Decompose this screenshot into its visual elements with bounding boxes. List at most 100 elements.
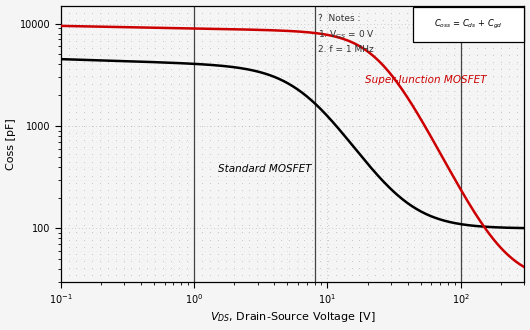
Point [520, 223, 529, 228]
Point [127, 180, 136, 185]
Point [64, 102, 73, 108]
Point [324, 145, 332, 150]
Point [151, 116, 160, 122]
Point [457, 38, 466, 44]
Point [166, 251, 175, 256]
Point [119, 17, 128, 22]
Point [64, 123, 73, 129]
Point [285, 102, 293, 108]
Point [316, 46, 324, 51]
Point [214, 67, 222, 72]
Point [80, 209, 89, 214]
Point [80, 3, 89, 8]
Point [229, 67, 238, 72]
Point [190, 258, 199, 263]
Point [158, 180, 167, 185]
Point [481, 152, 489, 157]
Point [402, 152, 411, 157]
Point [402, 187, 411, 192]
Point [111, 201, 120, 207]
Point [190, 138, 199, 143]
Point [229, 187, 238, 192]
Point [245, 116, 254, 122]
Point [119, 280, 128, 285]
Point [64, 138, 73, 143]
Point [426, 173, 435, 178]
Point [363, 60, 372, 65]
Point [166, 138, 175, 143]
Point [489, 67, 497, 72]
Point [166, 67, 175, 72]
Point [206, 109, 214, 115]
Point [489, 116, 497, 122]
Point [355, 180, 364, 185]
Point [277, 187, 285, 192]
Point [229, 145, 238, 150]
Point [308, 159, 316, 164]
Point [316, 223, 324, 228]
Point [339, 60, 348, 65]
Point [104, 46, 112, 51]
Point [386, 223, 395, 228]
Point [158, 159, 167, 164]
Point [363, 173, 372, 178]
Point [127, 46, 136, 51]
Point [285, 251, 293, 256]
Point [457, 52, 466, 58]
Point [245, 265, 254, 271]
Point [104, 209, 112, 214]
Point [253, 223, 261, 228]
Point [402, 166, 411, 171]
Point [457, 201, 466, 207]
Point [371, 209, 379, 214]
Point [371, 173, 379, 178]
Point [497, 145, 505, 150]
Point [520, 131, 529, 136]
Point [182, 230, 191, 235]
Point [57, 237, 65, 242]
Point [308, 223, 316, 228]
Point [245, 102, 254, 108]
Point [489, 223, 497, 228]
Point [198, 280, 207, 285]
Point [441, 173, 450, 178]
Point [182, 24, 191, 29]
Point [434, 180, 442, 185]
Point [277, 131, 285, 136]
Point [190, 251, 199, 256]
Point [410, 244, 419, 249]
Point [379, 152, 387, 157]
Point [80, 81, 89, 86]
Point [292, 52, 301, 58]
Point [190, 237, 199, 242]
Point [206, 187, 214, 192]
Point [229, 3, 238, 8]
Point [371, 187, 379, 192]
Point [214, 244, 222, 249]
Point [449, 237, 458, 242]
Point [72, 201, 81, 207]
Point [489, 251, 497, 256]
Point [410, 46, 419, 51]
Point [151, 187, 160, 192]
Point [434, 145, 442, 150]
Point [88, 102, 96, 108]
Point [285, 67, 293, 72]
Point [261, 102, 269, 108]
Point [324, 52, 332, 58]
Point [174, 272, 183, 278]
Point [481, 166, 489, 171]
Point [111, 152, 120, 157]
Point [481, 265, 489, 271]
Point [119, 74, 128, 79]
Point [426, 24, 435, 29]
Point [64, 159, 73, 164]
Point [166, 201, 175, 207]
Point [285, 38, 293, 44]
Point [135, 109, 144, 115]
Point [229, 166, 238, 171]
Point [441, 258, 450, 263]
Point [214, 10, 222, 15]
Point [363, 280, 372, 285]
Point [292, 166, 301, 171]
